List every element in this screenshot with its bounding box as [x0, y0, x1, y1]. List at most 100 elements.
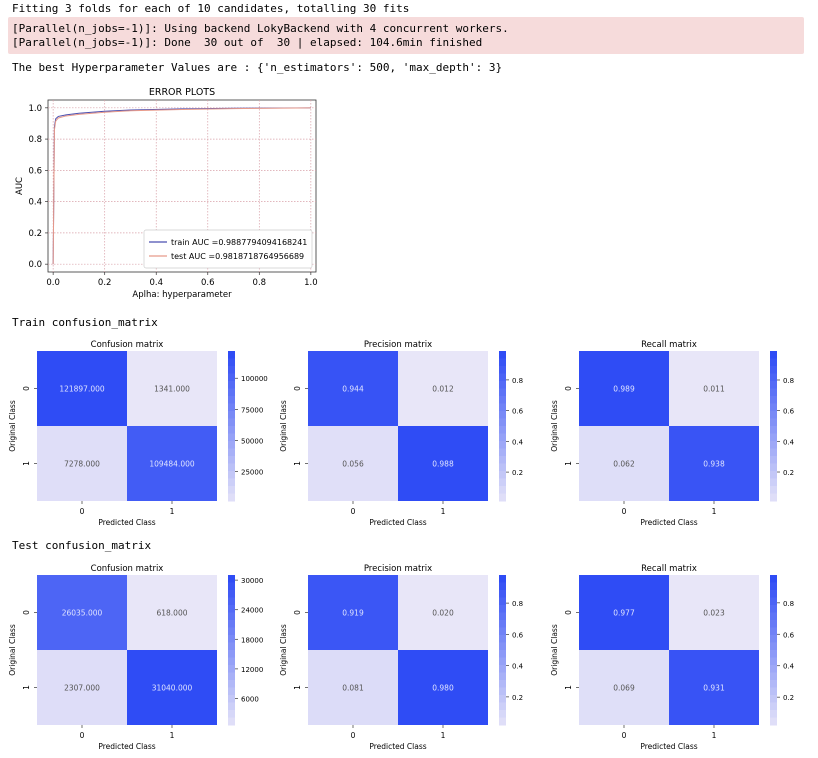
- colorbar-tick-label: 25000: [241, 469, 263, 477]
- stderr-output-box: [Parallel(n_jobs=-1)]: Using backend Lok…: [8, 17, 804, 54]
- colorbar-segment: [499, 388, 506, 397]
- colorbar-tick-label: 6000: [241, 695, 259, 703]
- stderr-line: [Parallel(n_jobs=-1)]: Done 30 out of 30…: [12, 36, 483, 49]
- colorbar-segment: [228, 695, 235, 703]
- heatmap-cell: [127, 575, 217, 650]
- colorbar-segment: [770, 493, 777, 502]
- x-tick-label: 0.0: [46, 278, 60, 288]
- colorbar-tick-label: 24000: [241, 607, 263, 615]
- colorbar-segment: [770, 381, 777, 389]
- colorbar-segment: [770, 418, 777, 427]
- colorbar-segment: [499, 396, 506, 404]
- colorbar-tick-label: 0.6: [783, 631, 795, 639]
- colorbar-segment: [499, 381, 506, 389]
- heatmap-title: Recall matrix: [641, 564, 697, 574]
- colorbar-segment: [499, 575, 506, 583]
- colorbar-tick-label: 0.8: [512, 377, 523, 385]
- heatmap-cell: [308, 351, 398, 426]
- colorbar-segment: [499, 486, 506, 494]
- y-tick-label: 0.6: [28, 166, 42, 176]
- colorbar-segment: [770, 426, 777, 434]
- colorbar-segment: [770, 597, 777, 606]
- colorbar-segment: [499, 680, 506, 688]
- fitting-log-line: Fitting 3 folds for each of 10 candidate…: [12, 2, 410, 15]
- heatmap-cell-label: 0.989: [613, 385, 635, 394]
- colorbar-segment: [499, 373, 506, 382]
- colorbar-tick-label: 0.4: [512, 663, 524, 671]
- colorbar-tick-label: 0.8: [783, 600, 794, 608]
- colorbar-segment: [499, 702, 506, 711]
- colorbar-segment: [228, 366, 235, 374]
- heatmap-cell-label: 26035.000: [62, 609, 103, 618]
- colorbar-segment: [770, 441, 777, 449]
- colorbar-segment: [499, 635, 506, 643]
- colorbar-segment: [770, 471, 777, 479]
- colorbar-segment: [770, 672, 777, 681]
- colorbar-tick-label: 12000: [241, 666, 263, 674]
- heatmap-cell: [669, 650, 759, 725]
- heatmap-cell: [579, 351, 669, 426]
- colorbar-segment: [770, 695, 777, 703]
- colorbar-segment: [770, 463, 777, 472]
- colorbar-tick-label: 75000: [241, 406, 263, 414]
- heatmap-ylabel: Original Class: [550, 400, 559, 452]
- heatmap-ylabel: Original Class: [279, 400, 288, 452]
- colorbar-segment: [770, 620, 777, 628]
- colorbar-segment: [228, 597, 235, 606]
- colorbar-segment: [499, 351, 506, 359]
- heatmap-cell: [669, 351, 759, 426]
- colorbar-tick-label: 0.2: [783, 694, 794, 702]
- heatmap-x-tick-label: 0: [622, 507, 627, 516]
- colorbar-tick-label: 0.8: [512, 600, 523, 608]
- heatmap-x-tick-label: 0: [80, 507, 85, 516]
- test-heatmaps: Confusion matrix 26035.000 618.000 2307.000…: [8, 564, 795, 751]
- colorbar-segment: [499, 642, 506, 651]
- colorbar-segment: [499, 597, 506, 606]
- colorbar-segment: [228, 433, 235, 442]
- colorbar-segment: [228, 403, 235, 412]
- colorbar-segment: [499, 403, 506, 412]
- heatmap-cell: [37, 351, 127, 426]
- colorbar-segment: [499, 672, 506, 681]
- colorbar-tick-label: 0.6: [512, 631, 524, 639]
- heatmap-cell-label: 0.062: [613, 460, 635, 469]
- x-tick-label: 0.8: [253, 278, 267, 288]
- heatmap-xlabel: Predicted Class: [98, 742, 155, 751]
- colorbar-segment: [228, 710, 235, 718]
- heatmap-y-tick-label: 0: [293, 386, 302, 391]
- heatmap-x-tick-label: 0: [622, 731, 627, 740]
- heatmap-ylabel: Original Class: [550, 624, 559, 676]
- colorbar-segment: [499, 687, 506, 696]
- colorbar-segment: [770, 358, 777, 367]
- colorbar-segment: [228, 388, 235, 397]
- heatmap-xlabel: Predicted Class: [98, 518, 155, 527]
- colorbar-segment: [228, 590, 235, 598]
- series-line-test: [52, 107, 311, 265]
- colorbar-segment: [228, 486, 235, 494]
- colorbar-segment: [770, 612, 777, 621]
- colorbar-segment: [228, 680, 235, 688]
- heatmap-cell: [37, 575, 127, 650]
- heatmap-cell: [308, 575, 398, 650]
- best-params-line: The best Hyperparameter Values are : {'n…: [12, 61, 503, 74]
- colorbar-segment: [770, 575, 777, 583]
- heatmap-cell-label: 0.023: [703, 609, 725, 618]
- colorbar-segment: [770, 373, 777, 382]
- x-tick-label: 1.0: [304, 278, 318, 288]
- colorbar-segment: [499, 605, 506, 613]
- colorbar-segment: [499, 478, 506, 487]
- colorbar-segment: [499, 366, 506, 374]
- colorbar-tick-label: 0.4: [783, 663, 795, 671]
- heatmap-cell: [579, 575, 669, 650]
- colorbar-segment: [770, 710, 777, 718]
- heatmap-cell-label: 0.011: [703, 385, 725, 394]
- colorbar-segment: [499, 710, 506, 718]
- colorbar-segment: [770, 388, 777, 397]
- train-confusion-heading: Train confusion_matrix: [12, 316, 158, 329]
- heatmap-x-tick-label: 1: [712, 731, 717, 740]
- colorbar-tick-label: 0.2: [783, 469, 794, 477]
- colorbar-segment: [770, 635, 777, 643]
- colorbar-segment: [770, 590, 777, 598]
- colorbar-segment: [770, 650, 777, 658]
- colorbar-tick-label: 0.6: [783, 408, 795, 416]
